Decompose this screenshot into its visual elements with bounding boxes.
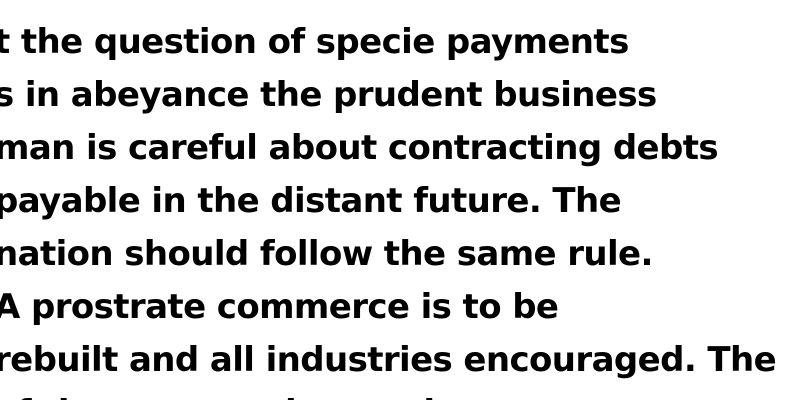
text-line: payable in the distant future. The [0, 181, 622, 221]
text-line: s in abeyance the prudent business [0, 75, 657, 115]
text-line: nation should follow the same rule. [0, 234, 653, 274]
text-line: t the question of specie payments [0, 22, 629, 62]
text-line: A prostrate commerce is to be [0, 287, 559, 327]
document-text: t the question of specie payments s in a… [0, 16, 800, 400]
text-line-partial: of the country the need [0, 387, 800, 400]
text-line: rebuilt and all industries encouraged. T… [0, 340, 777, 380]
text-line: man is careful about contracting debts [0, 128, 719, 168]
